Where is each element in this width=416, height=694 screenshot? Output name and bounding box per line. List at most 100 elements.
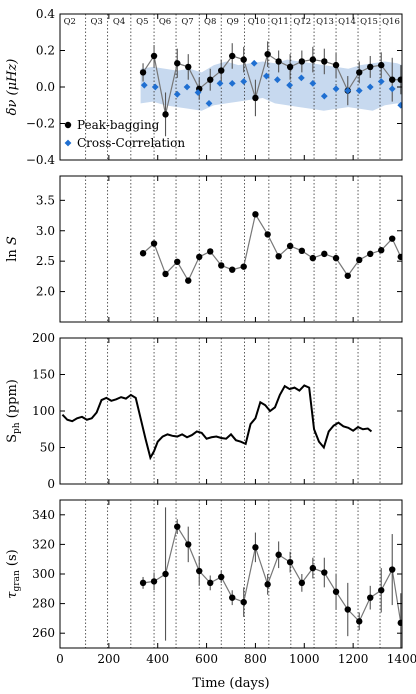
y-tick-label: 50 [40,441,55,455]
data-point-circle [162,270,169,278]
data-point-circle [389,566,396,573]
data-point-circle [378,61,385,69]
data-point-circle [162,111,169,118]
data-point-circle [264,581,271,588]
y-tick-label: 260 [32,626,55,640]
data-point-diamond [240,78,248,85]
y-axis-label: Sph (ppm) [5,379,22,443]
data-point-circle [356,618,363,625]
data-point-diamond [397,101,402,109]
data-point-circle [367,594,374,601]
data-point-circle [229,594,236,601]
x-tick-label: 600 [195,652,218,666]
data-point-circle [344,606,351,613]
data-point-circle [240,56,247,63]
plot-area [61,338,381,484]
data-point-circle [356,256,363,264]
data-point-circle [162,570,169,578]
legend-label-peak-bagging: Peak-bagging [77,118,160,132]
data-point-circle [185,277,192,284]
data-point-circle [397,76,402,83]
quarter-label: Q11 [271,17,289,27]
data-point-circle [389,235,396,242]
series-line [61,384,373,461]
data-point-circle [298,579,306,587]
data-point-circle [309,254,317,262]
y-tick-label: 320 [32,537,55,551]
data-point-diamond [274,76,281,84]
data-point-circle [252,211,259,218]
plot-area [85,500,402,648]
panel-lnS: 2.0 2.5 3.0 3.5 ln S [5,175,403,323]
data-point-circle [174,523,181,530]
panel-freq-shift: −0.4 −0.2 0.0 0.2 0.4 Q2 Q3 Q4 Q5 Q6 Q7 Q8 Q9 Q10 Q11 Q… [5,7,403,167]
x-tick-label: 1200 [338,652,369,666]
data-point-circle [150,578,158,585]
legend-label-cross-correlation: Cross-Correlation [77,136,185,150]
data-point-diamond [297,74,305,82]
data-point-circle [378,247,385,254]
data-point-circle [218,67,225,74]
data-point-circle [139,250,147,257]
data-point-diamond [151,83,159,91]
data-point-circle [378,587,385,594]
data-point-circle [298,58,306,65]
data-point-circle [298,247,306,255]
data-point-circle [174,258,181,265]
data-point-circle [252,94,259,102]
data-point-circle [252,544,259,551]
data-point-circle [321,250,328,258]
data-point-circle [332,254,340,262]
y-axis-label: τgran (s) [5,549,22,598]
data-point-diamond [228,79,236,87]
data-point-circle [150,240,158,247]
data-point-circle [229,266,236,273]
data-point-circle [332,588,340,595]
data-point-circle [321,569,328,576]
plot-area [85,14,402,160]
data-point-circle [185,541,192,548]
data-point-circle [389,76,396,83]
quarter-label: Q2 [64,17,76,27]
data-point-diamond [263,72,270,80]
data-point-circle [356,69,363,76]
quarter-label: Q9 [227,17,239,27]
data-point-circle [150,52,158,60]
data-point-circle [332,61,340,69]
data-point-diamond [173,90,181,98]
data-point-circle [139,579,147,587]
y-tick-label: 0.0 [36,80,55,94]
y-tick-label: −0.4 [26,153,56,167]
data-point-circle [174,60,181,67]
panel-frame [59,337,403,485]
data-point-circle [218,262,225,269]
data-point-circle [264,231,271,238]
legend-marker-peak-bagging [64,121,72,129]
legend: Peak-bagging Cross-Correlation [64,118,185,150]
quarter-label: Q16 [382,17,400,27]
data-point-circle [196,253,203,261]
data-point-circle [286,63,294,71]
data-point-circle [139,69,147,76]
legend-marker-cross-correlation [64,139,72,147]
quarter-label: Q8 [204,17,216,27]
y-tick-label: 280 [32,597,55,611]
data-point-circle [397,619,402,627]
data-point-diamond [309,79,317,87]
data-point-circle [207,76,214,83]
data-point-circle [275,58,282,65]
data-point-circle [207,248,214,255]
panel-frame [59,175,403,323]
uncertainty-band [140,59,402,111]
data-point-circle [367,250,374,258]
quarter-label: Q15 [360,17,378,27]
x-tick-label: 1000 [289,652,320,666]
data-point-circle [264,50,271,58]
series-connector-line [142,212,402,282]
y-tick-label: 200 [32,331,55,345]
panel-frame [59,499,403,649]
y-tick-label: 2.0 [36,285,55,299]
y-tick-label: 2.5 [36,254,55,268]
data-point-diamond [140,81,148,89]
x-tick-label: 200 [97,652,120,666]
